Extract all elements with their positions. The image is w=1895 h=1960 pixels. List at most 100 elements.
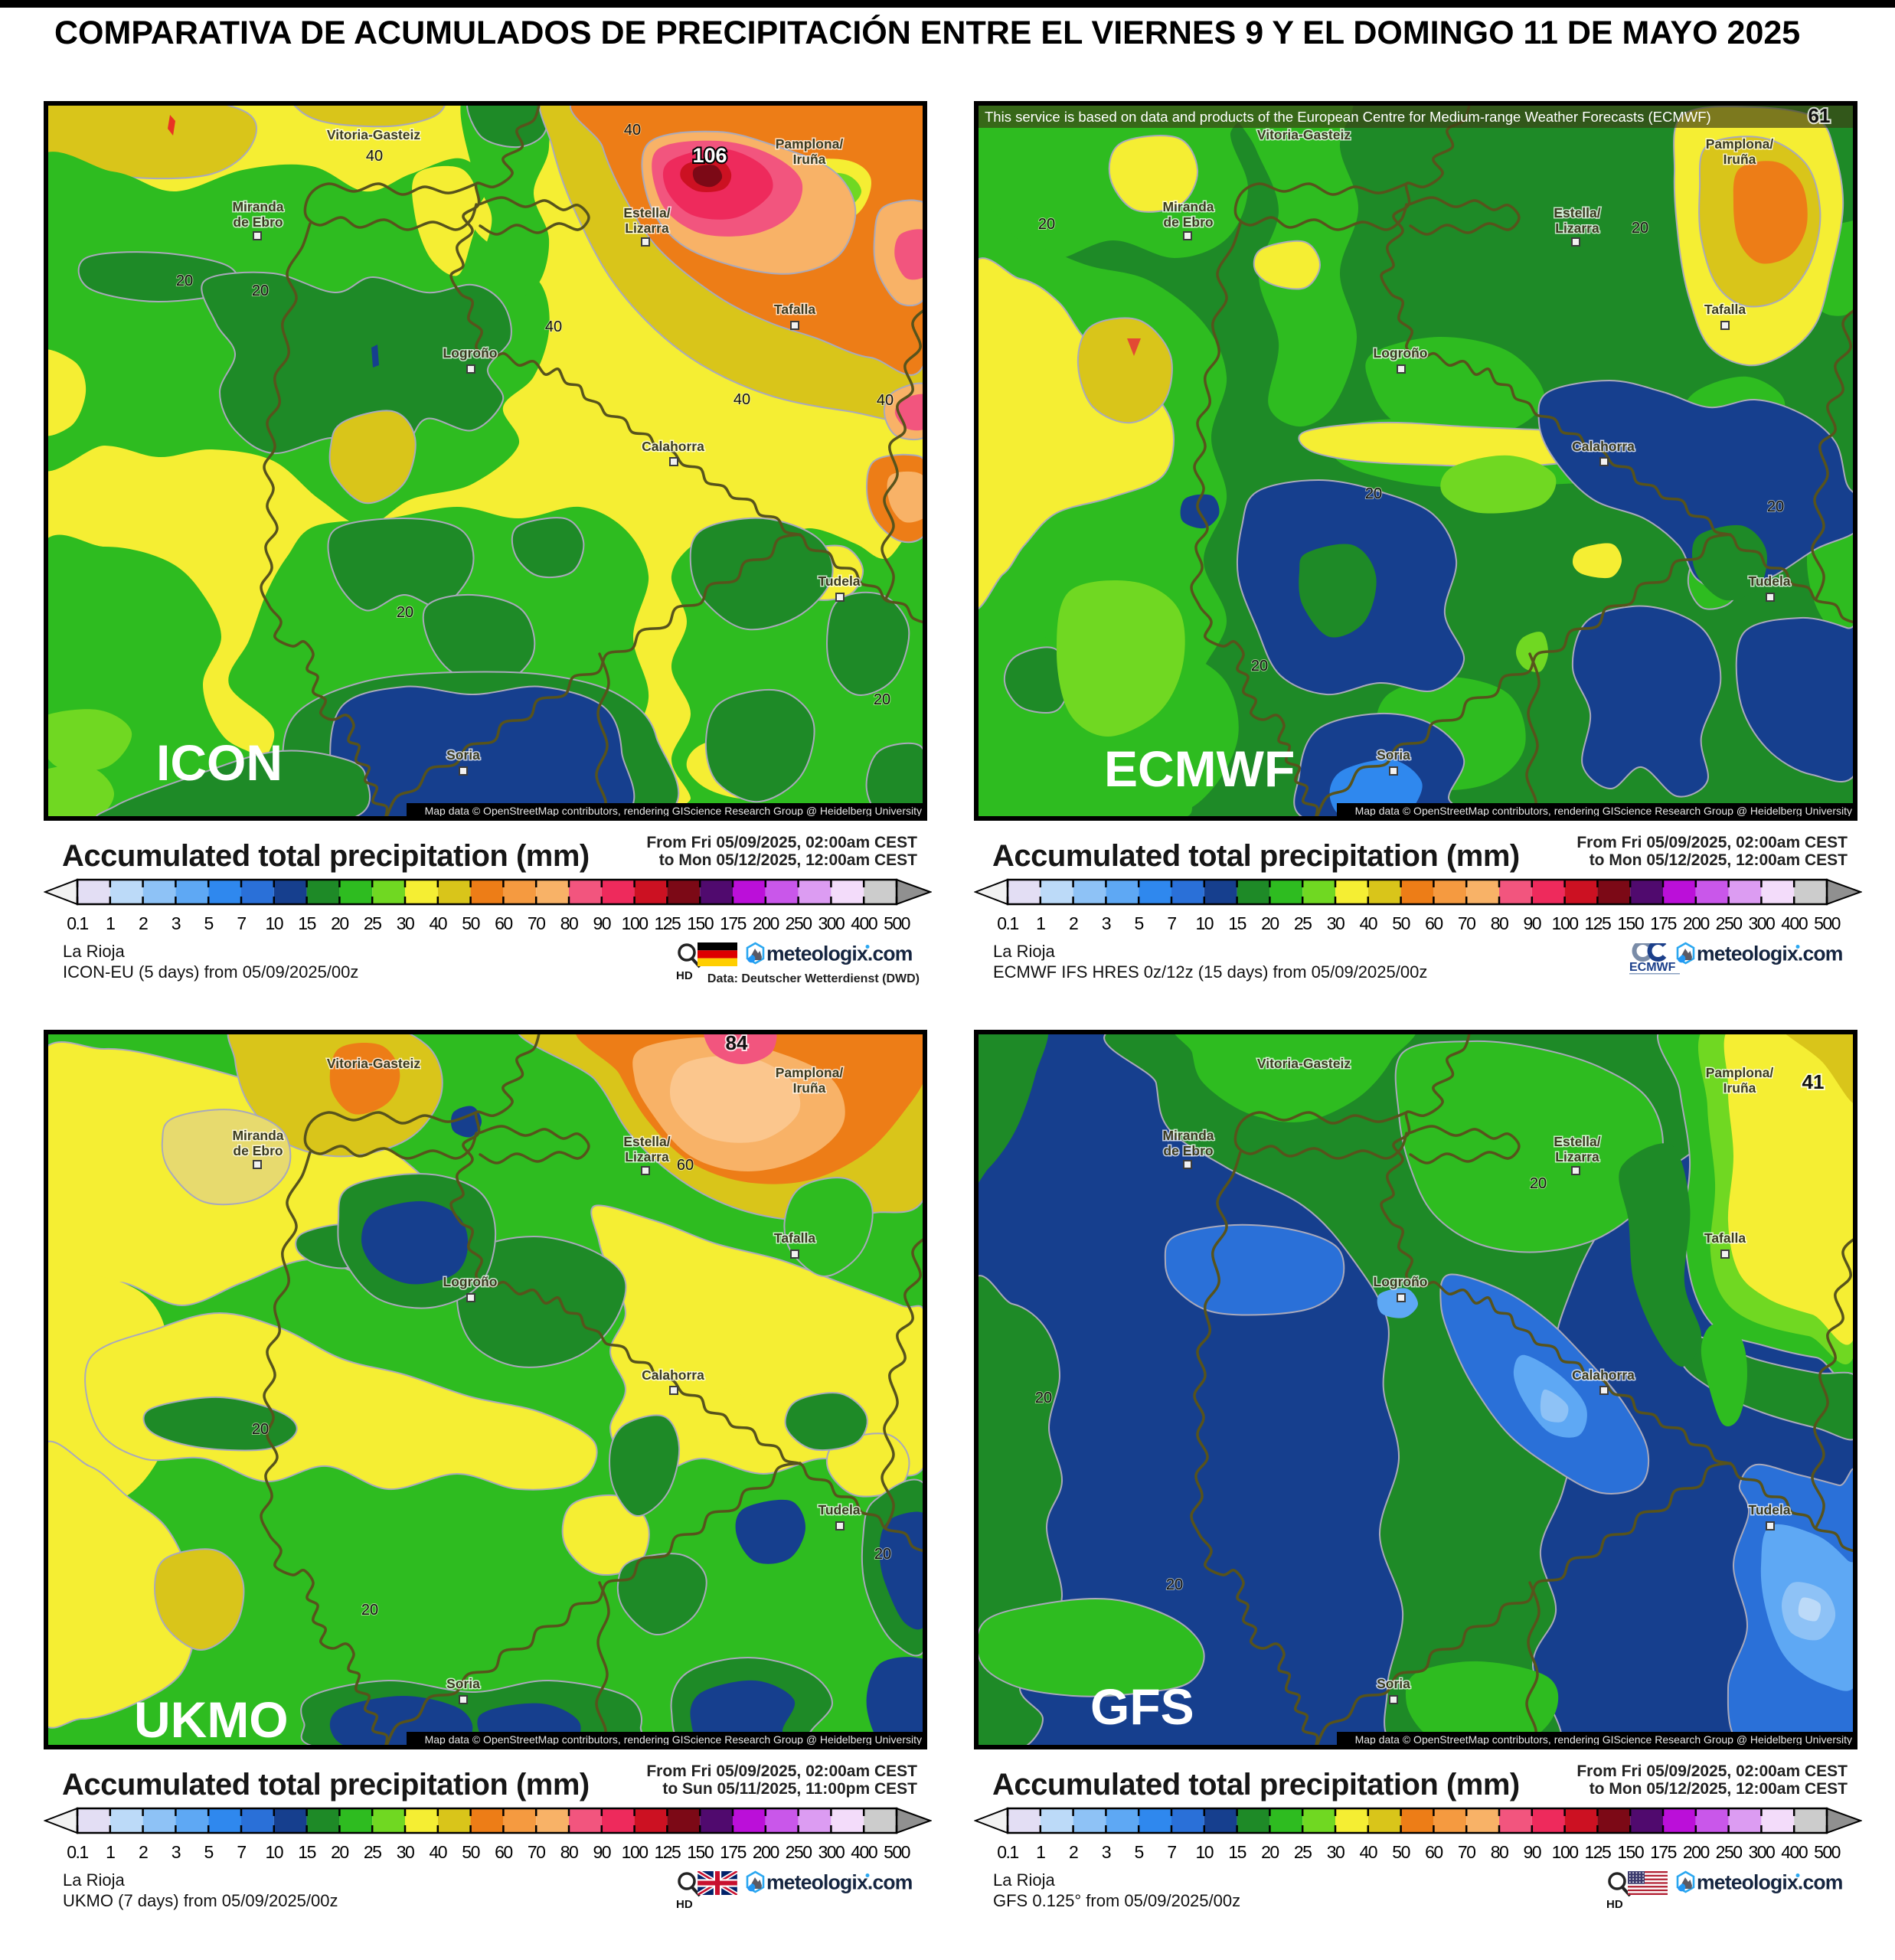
- svg-text:40: 40: [430, 1842, 447, 1862]
- svg-text:300: 300: [1748, 1842, 1775, 1862]
- svg-text:15: 15: [298, 913, 315, 933]
- svg-text:25: 25: [364, 913, 381, 933]
- svg-text:20: 20: [1251, 658, 1268, 675]
- svg-text:5: 5: [204, 913, 214, 933]
- svg-text:50: 50: [462, 913, 479, 933]
- svg-text:30: 30: [1327, 1842, 1344, 1862]
- svg-text:10: 10: [266, 913, 283, 933]
- svg-text:ECMWF: ECMWF: [1104, 740, 1295, 797]
- svg-text:10: 10: [266, 1842, 283, 1862]
- svg-text:1: 1: [106, 913, 115, 933]
- svg-text:30: 30: [397, 913, 414, 933]
- svg-text:250: 250: [1716, 1842, 1743, 1862]
- svg-text:20: 20: [1261, 913, 1279, 933]
- svg-text:2: 2: [139, 1842, 148, 1862]
- svg-text:61: 61: [1808, 104, 1831, 127]
- svg-text:Pamplona/: Pamplona/: [776, 1065, 844, 1080]
- svg-text:20: 20: [397, 604, 413, 621]
- svg-text:meteologix.com: meteologix.com: [1697, 942, 1843, 965]
- svg-text:7: 7: [1167, 1842, 1176, 1862]
- svg-text:Iruña: Iruña: [793, 152, 826, 167]
- svg-text:Pamplona/: Pamplona/: [776, 136, 844, 152]
- svg-text:de Ebro: de Ebro: [1163, 1143, 1213, 1158]
- svg-text:Map data © OpenStreetMap contr: Map data © OpenStreetMap contributors, r…: [1355, 1733, 1852, 1746]
- svg-text:84: 84: [726, 1031, 748, 1054]
- svg-text:This service is based on data: This service is based on data and produc…: [985, 109, 1711, 125]
- svg-text:15: 15: [1228, 913, 1246, 933]
- svg-text:Tudela: Tudela: [818, 1502, 860, 1517]
- svg-text:5: 5: [204, 1842, 214, 1862]
- svg-text:30: 30: [1327, 913, 1344, 933]
- svg-text:30: 30: [397, 1842, 414, 1862]
- svg-text:Vitoria-Gasteiz: Vitoria-Gasteiz: [327, 127, 420, 142]
- svg-text:Tudela: Tudela: [818, 573, 860, 589]
- svg-text:Calahorra: Calahorra: [1572, 1367, 1635, 1383]
- svg-text:Vitoria-Gasteiz: Vitoria-Gasteiz: [327, 1056, 420, 1071]
- svg-text:20: 20: [252, 1421, 269, 1438]
- svg-text:1: 1: [106, 1842, 115, 1862]
- svg-text:125: 125: [654, 1842, 681, 1862]
- svg-text:100: 100: [1552, 913, 1579, 933]
- svg-text:500: 500: [1814, 1842, 1841, 1862]
- svg-text:125: 125: [1584, 913, 1611, 933]
- svg-text:20: 20: [1166, 1576, 1183, 1593]
- svg-text:50: 50: [1392, 913, 1410, 933]
- svg-text:20: 20: [1261, 1842, 1279, 1862]
- svg-text:40: 40: [545, 318, 562, 335]
- svg-text:500: 500: [884, 913, 910, 933]
- svg-text:20: 20: [176, 273, 193, 289]
- svg-text:3: 3: [1102, 913, 1111, 933]
- svg-text:90: 90: [1524, 1842, 1541, 1862]
- svg-text:HD: HD: [676, 969, 693, 982]
- svg-text:125: 125: [654, 913, 681, 933]
- svg-text:80: 80: [560, 1842, 578, 1862]
- svg-text:Logroño: Logroño: [1374, 1274, 1428, 1289]
- svg-text:5: 5: [1135, 913, 1144, 933]
- svg-text:Map data © OpenStreetMap contr: Map data © OpenStreetMap contributors, r…: [425, 1733, 922, 1746]
- svg-text:150: 150: [687, 913, 714, 933]
- svg-text:de Ebro: de Ebro: [233, 1143, 283, 1158]
- svg-text:Lizarra: Lizarra: [1555, 220, 1599, 236]
- svg-text:200: 200: [1683, 913, 1710, 933]
- svg-text:20: 20: [252, 283, 269, 299]
- svg-text:20: 20: [1530, 1175, 1547, 1192]
- svg-text:Map data © OpenStreetMap contr: Map data © OpenStreetMap contributors, r…: [425, 805, 922, 817]
- svg-text:de Ebro: de Ebro: [233, 214, 283, 230]
- svg-text:20: 20: [1767, 498, 1784, 515]
- svg-text:200: 200: [753, 913, 779, 933]
- svg-text:Tafalla: Tafalla: [774, 302, 815, 317]
- svg-text:Iruña: Iruña: [1723, 152, 1756, 167]
- svg-text:10: 10: [1196, 1842, 1214, 1862]
- svg-text:de Ebro: de Ebro: [1163, 214, 1213, 230]
- svg-text:40: 40: [733, 391, 750, 408]
- svg-text:Iruña: Iruña: [793, 1080, 826, 1096]
- svg-text:400: 400: [851, 1842, 877, 1862]
- svg-text:40: 40: [1360, 1842, 1377, 1862]
- svg-text:2: 2: [1069, 913, 1078, 933]
- svg-text:Soria: Soria: [446, 747, 480, 763]
- svg-text:Pamplona/: Pamplona/: [1706, 1065, 1774, 1080]
- svg-text:Vitoria-Gasteiz: Vitoria-Gasteiz: [1257, 1056, 1351, 1071]
- svg-text:Estella/: Estella/: [1554, 1134, 1600, 1149]
- svg-text:300: 300: [818, 913, 845, 933]
- svg-text:50: 50: [462, 1842, 479, 1862]
- svg-text:20: 20: [1365, 485, 1382, 502]
- svg-text:60: 60: [677, 1157, 694, 1174]
- svg-text:200: 200: [753, 1842, 779, 1862]
- svg-text:106: 106: [692, 144, 727, 167]
- svg-text:60: 60: [495, 1842, 512, 1862]
- svg-text:400: 400: [1781, 1842, 1808, 1862]
- svg-text:175: 175: [1650, 913, 1677, 933]
- svg-text:20: 20: [331, 1842, 348, 1862]
- svg-text:90: 90: [593, 1842, 611, 1862]
- svg-text:150: 150: [687, 1842, 714, 1862]
- svg-text:300: 300: [1748, 913, 1775, 933]
- svg-text:Map data © OpenStreetMap contr: Map data © OpenStreetMap contributors, r…: [1355, 805, 1852, 817]
- svg-text:Vitoria-Gasteiz: Vitoria-Gasteiz: [1257, 127, 1351, 142]
- svg-text:Tafalla: Tafalla: [774, 1230, 815, 1246]
- svg-text:0.1: 0.1: [997, 913, 1018, 933]
- svg-text:175: 175: [720, 913, 747, 933]
- svg-text:60: 60: [1425, 1842, 1442, 1862]
- svg-text:Miranda: Miranda: [232, 199, 283, 214]
- svg-text:175: 175: [1650, 1842, 1677, 1862]
